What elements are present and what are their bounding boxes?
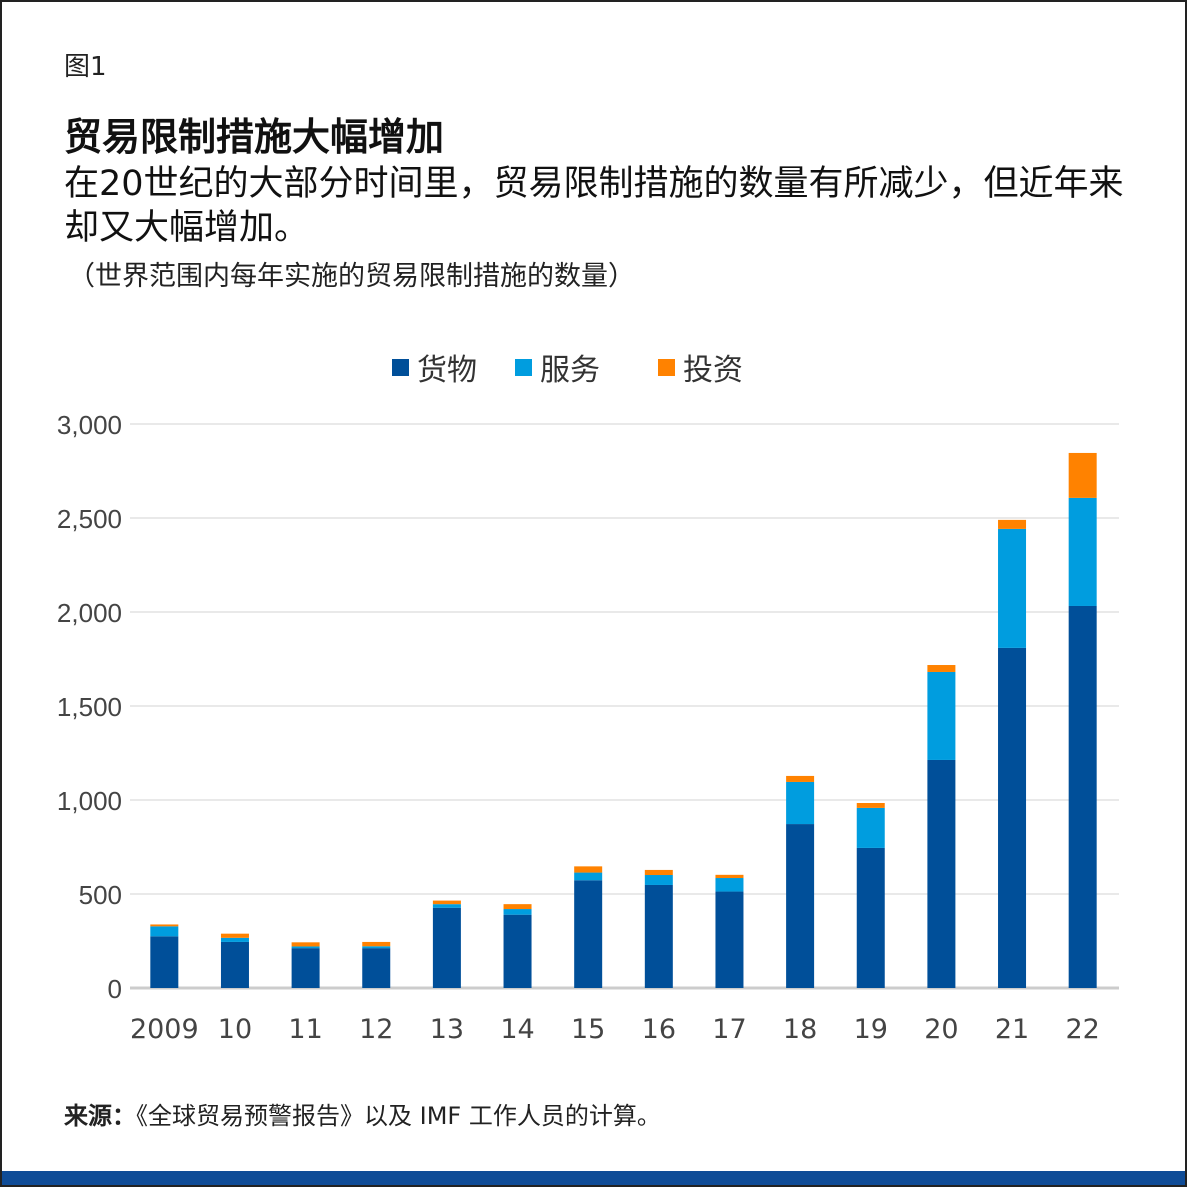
bar-segment [574,866,603,873]
bar-segment [644,875,673,885]
bar-segment [927,665,956,672]
bar-chart: 0 500 1,000 1,500 2,000 2,500 3,000 2009 10 11 12 1… [57,410,1119,1045]
chart-title: 贸易限制措施大幅增加 [64,115,445,159]
bar-segment [503,904,532,910]
y-tick-label: 1,500 [57,692,122,722]
x-tick-label: 15 [571,1014,605,1045]
x-tick-label: 10 [218,1014,252,1045]
x-tick-label: 14 [500,1014,534,1045]
bar-segment [503,914,532,988]
x-tick-label: 20 [924,1014,958,1045]
bar-segment [362,941,391,947]
bar-segment [927,671,956,760]
y-tick-label: 3,000 [57,410,122,440]
bar-segment [362,946,391,949]
bar-segment [574,880,603,988]
legend-item-goods: 货物 [392,345,477,389]
legend-item-investment: 投资 [658,345,743,389]
bar-segment [1068,452,1097,498]
legend-swatch [658,358,675,376]
chart-note: （世界范围内每年实施的贸易限制措施的数量） [68,261,635,292]
x-tick-label: 18 [783,1014,817,1045]
y-tick-label: 500 [79,880,122,910]
bar-segment [786,824,815,988]
bar-segment [856,803,885,808]
bar-segment [150,936,179,988]
bar-segment [432,907,461,988]
y-tick-label: 2,000 [57,598,122,628]
bar-segment [998,519,1027,529]
bar-segment [503,909,532,915]
bar-segment [715,891,744,988]
y-tick-label: 1,000 [57,786,122,816]
source-label: 来源： [64,1102,136,1130]
bar-segment [291,942,320,947]
x-tick-label: 19 [854,1014,888,1045]
bar-segment [715,874,744,879]
bar-segment [1068,497,1097,606]
bar-segment [786,775,815,782]
bar-segment [432,904,461,908]
legend-item-services: 服务 [515,345,600,389]
legend-label: 投资 [683,353,743,388]
bar-segment [927,759,956,988]
x-tick-label: 2009 [130,1014,199,1045]
x-tick-label: 22 [1065,1014,1099,1045]
legend-swatch [392,358,409,376]
bar-segment [291,948,320,988]
bar-segment [998,647,1027,988]
legend-label: 服务 [540,353,600,388]
bar-segment [220,941,249,988]
bar-segment [644,884,673,988]
bar-segment [644,869,673,876]
x-tick-label: 12 [359,1014,393,1045]
bar-segment [362,948,391,988]
bar-segment [715,878,744,892]
bar-segment [856,847,885,988]
bar-segment [998,528,1027,648]
source-text: 《全球贸易预警报告》以及 IMF 工作人员的计算。 [136,1102,661,1130]
y-tick-label: 0 [108,974,122,1004]
x-tick-label: 11 [288,1014,322,1045]
bottom-bar [2,1171,1185,1185]
x-tick-label: 21 [995,1014,1029,1045]
x-tick-label: 13 [430,1014,464,1045]
legend-swatch [515,358,532,376]
legend-label: 货物 [417,353,477,388]
source-note: 来源：《全球贸易预警报告》以及 IMF 工作人员的计算。 [64,1096,661,1131]
x-tick-label: 17 [712,1014,746,1045]
bar-segment [150,926,179,937]
x-tick-label: 16 [642,1014,676,1045]
chart-subtitle: 在20世纪的大部分时间里，贸易限制措施的数量有所减少，但近年来却又大幅增加。 [64,164,1124,248]
bar-segment [291,946,320,949]
figure-label: 图1 [64,52,107,82]
bar-segment [220,937,249,942]
bar-segment [574,872,603,881]
bar-segment [786,781,815,825]
y-tick-label: 2,500 [57,504,122,534]
bar-segment [150,924,179,927]
bar-segment [1068,605,1097,988]
bar-segment [220,933,249,938]
bar-segment [856,807,885,848]
bar-segment [432,900,461,905]
